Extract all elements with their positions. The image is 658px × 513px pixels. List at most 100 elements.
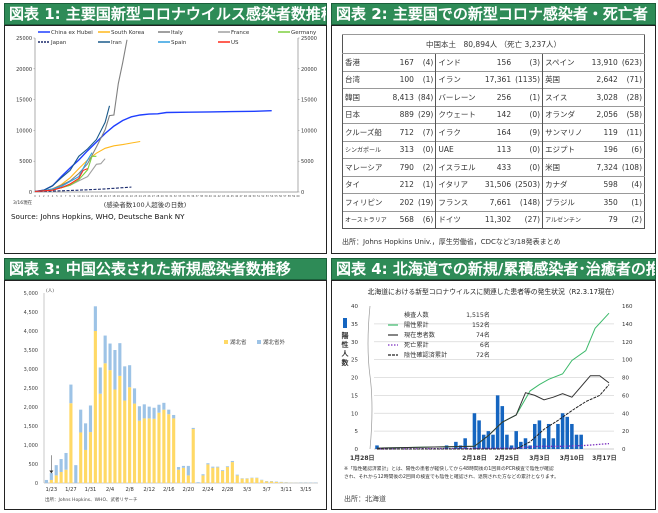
x-tick-label: 22: [130, 195, 134, 198]
bar-hubei: [245, 479, 248, 483]
bar-hubei: [138, 421, 141, 483]
cell-num: 790: [390, 159, 415, 177]
bar-hubei: [241, 479, 244, 483]
cell-num: 7,661: [483, 194, 513, 212]
bar-outside-hubei: [211, 467, 214, 468]
bar-hubei: [94, 331, 97, 483]
legend-label: France: [231, 30, 250, 36]
x-tick-label: 52: [261, 195, 265, 198]
y-tick-label: 40: [351, 304, 358, 310]
bar-new-positive: [542, 438, 546, 449]
bar-outside-hubei: [79, 410, 82, 433]
bar-hubei: [153, 419, 156, 483]
bar-outside-hubei: [148, 407, 151, 419]
x-tick-label: 51: [257, 195, 261, 198]
y-tick-label: 1,000: [24, 443, 38, 449]
cell-name: スペイン: [543, 54, 590, 72]
bar-outside-hubei: [69, 385, 72, 404]
bar-outside-hubei: [64, 453, 67, 470]
x-tick-label: 20: [121, 195, 125, 198]
left-axis-label-char: 数: [342, 358, 350, 367]
cell-num: 113: [483, 141, 513, 159]
cell-dth: (11): [620, 124, 645, 142]
legend-label: 現在患者数: [404, 331, 436, 339]
cell-num: 8,413: [390, 89, 415, 107]
x-tick-label: 1月28日: [350, 454, 375, 462]
bar-hubei: [265, 481, 268, 483]
bar-outside-hubei: [216, 467, 219, 468]
x-tick-label: 50: [253, 195, 257, 198]
legend-swatch-hubei: [224, 340, 228, 344]
x-tick-label: 2/28: [222, 487, 234, 493]
legend-label: 死亡累計: [404, 341, 429, 349]
bar-outside-hubei: [143, 404, 146, 418]
cell-dth: (6): [620, 141, 645, 159]
cell-dth: (0): [513, 159, 542, 177]
bar-outside-hubei: [60, 459, 63, 472]
cell-num: 11,302: [483, 211, 513, 229]
bar-outside-hubei: [226, 466, 229, 467]
y2-tick-label: 80: [622, 376, 629, 382]
cell-dth: (0): [416, 141, 436, 159]
bar-hubei: [216, 467, 219, 483]
bar-new-positive: [552, 438, 556, 449]
x-tick-label: 6: [61, 195, 63, 198]
x-tick-label: 1/23: [46, 487, 58, 493]
bar-new-positive: [565, 417, 569, 449]
panel-table-2: 図表 2: 主要国での新型コロナ感染者・死亡者 中国本土 80,894人 （死亡…: [331, 3, 656, 254]
bar-hubei: [99, 394, 102, 483]
y-tick-label: 4,000: [24, 329, 38, 335]
series-line-france: [35, 159, 105, 192]
y-tick-label: 25: [351, 358, 358, 364]
cell-name: オランダ: [543, 106, 590, 124]
cell-name: シンガポール: [343, 141, 391, 159]
bar-outside-hubei: [104, 336, 107, 364]
x-tick-label: 36: [191, 195, 195, 198]
x-tick-label: 15: [99, 195, 103, 198]
bar-outside-hubei: [45, 480, 48, 483]
x-tick-label: 21: [126, 195, 130, 198]
bar-outside-hubei: [113, 350, 116, 390]
bar-outside-hubei: [99, 367, 102, 393]
bar-hubei: [167, 414, 170, 483]
cell-num: 256: [483, 89, 513, 107]
cell-name: フィリピン: [343, 194, 391, 212]
y2-tick-label: 120: [622, 340, 633, 346]
left-axis-label-char: 性: [342, 340, 349, 349]
panel-chart-4: 図表 4: 北海道での新規/累積感染者･治癒者の推移 北海道における新型コロナウ…: [331, 258, 656, 510]
x-tick-label: 3/7: [262, 487, 270, 493]
legend-value: 72名: [476, 351, 490, 359]
x-tick-label: 7: [65, 195, 67, 198]
bar-hubei: [206, 464, 209, 483]
bar-hubei: [84, 450, 87, 483]
cell-dth: (623): [620, 54, 645, 72]
bar-hubei: [172, 418, 175, 483]
cell-num: 2,056: [590, 106, 620, 124]
bar-hubei: [162, 410, 165, 483]
y-tick-label: 5,000: [24, 291, 38, 297]
x-tick-label: 1/31: [85, 487, 97, 493]
cell-dth: (0): [513, 141, 542, 159]
x-tick-label: 44: [226, 195, 230, 198]
cell-name: 英国: [543, 71, 590, 89]
legend-value: 6名: [480, 341, 490, 349]
legend-value: 1,515名: [466, 311, 490, 319]
y-tick-label: 0: [355, 447, 359, 453]
y2-tick-label: 40: [622, 411, 629, 417]
y-tick-label: 5: [355, 429, 359, 435]
bar-hubei: [270, 481, 273, 483]
bar-outside-hubei: [177, 467, 180, 470]
cell-name: オーストラリア: [343, 211, 391, 229]
x-tick-label: 24: [139, 195, 143, 198]
y-tick-label: 10: [351, 411, 358, 417]
bar-hubei: [280, 482, 283, 483]
cell-num: 167: [390, 54, 415, 72]
left-axis-label-char: 人: [342, 349, 350, 358]
x-tick-label: 35: [187, 195, 191, 198]
bar-outside-hubei: [50, 473, 53, 480]
x-tick-label: 23: [134, 195, 138, 198]
